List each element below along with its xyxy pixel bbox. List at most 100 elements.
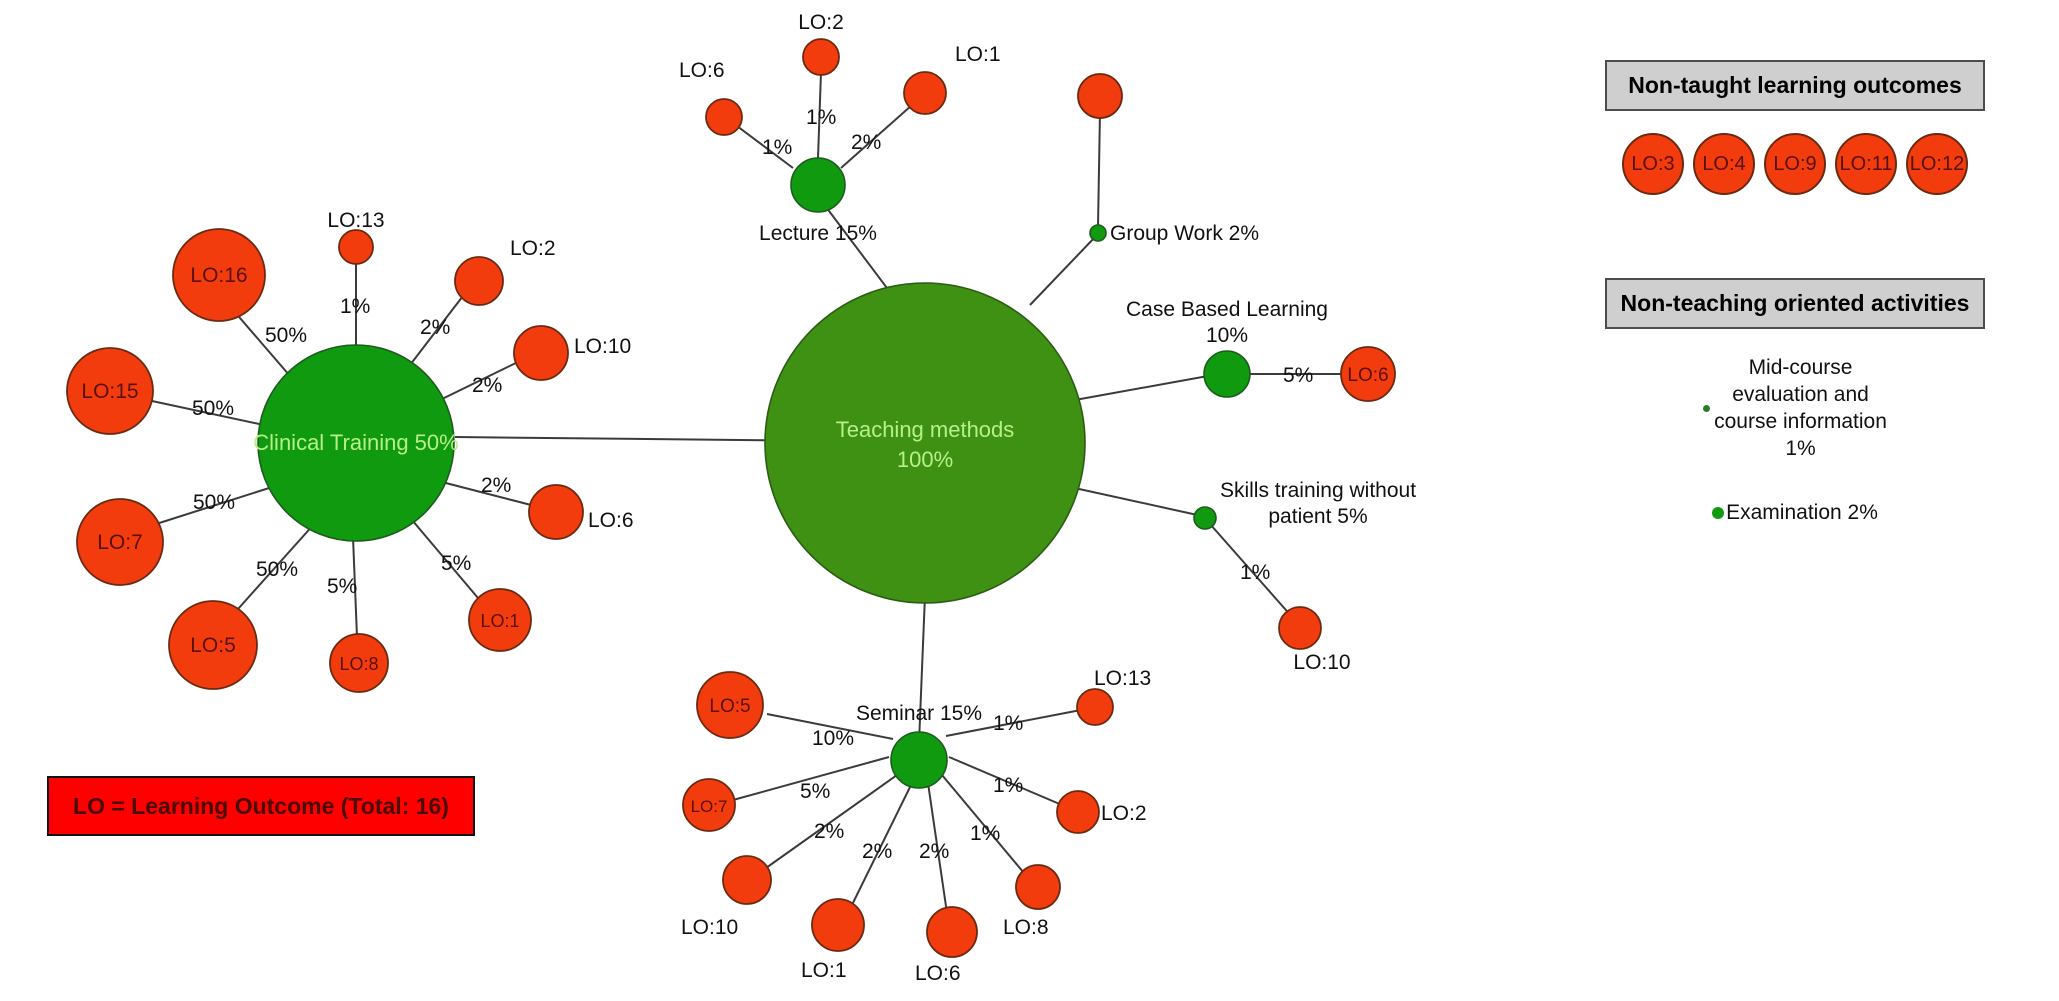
lo-node-seminar-lo5-label: LO:5 <box>709 696 750 717</box>
edge-label-seminar-lo5: 10% <box>812 727 854 750</box>
node-seminar[interactable] <box>890 731 948 789</box>
lo-node-clinical-lo6[interactable] <box>528 484 584 540</box>
lo-node-clinical-lo10[interactable] <box>513 325 569 381</box>
edge-label-clinical-lo10: 2% <box>472 374 502 397</box>
lo-node-seminar-lo10-label: LO:10 <box>681 916 738 939</box>
edge-label-seminar-lo6: 2% <box>919 840 949 863</box>
lo-node-clinical-lo2[interactable] <box>454 256 504 306</box>
lo-node-seminar-lo10[interactable] <box>722 855 772 905</box>
lo-node-seminar-lo13[interactable] <box>1076 688 1114 726</box>
activity-midcourse-evaluation[interactable]: Mid-course evaluation and course informa… <box>1605 355 1985 463</box>
edge-label-clinical-lo5: 50% <box>256 558 298 581</box>
edge-label-cbl-lo6: 5% <box>1283 364 1313 387</box>
activity-midcourse-line4: 1% <box>1785 436 1816 460</box>
edge-root-seminar <box>918 594 926 744</box>
edge-label-skills-lo10: 1% <box>1240 561 1270 584</box>
lo-node-seminar-lo5[interactable]: LO:5 <box>696 671 764 739</box>
edge-clinical-lo8 <box>352 536 358 638</box>
non-taught-chip-lo4[interactable]: LO:4 <box>1693 133 1755 195</box>
lo-node-seminar-lo2[interactable] <box>1056 790 1100 834</box>
lo-node-skills-lo10-label: LO:10 <box>1293 651 1350 674</box>
activity-examination[interactable]: Examination 2% <box>1605 501 1985 525</box>
node-skills-line2: patient 5% <box>1268 505 1367 528</box>
edge-root-skills <box>1069 486 1203 517</box>
lo-node-seminar-lo8[interactable] <box>1015 864 1061 910</box>
edge-seminar-lo6 <box>927 782 949 921</box>
lo-node-clinical-lo1[interactable]: LO:1 <box>468 588 532 652</box>
lo-node-clinical-lo7[interactable]: LO:7 <box>76 498 164 586</box>
lo-node-lecture-lo1-label: LO:1 <box>955 43 1001 66</box>
edge-label-seminar-lo1: 2% <box>862 840 892 863</box>
edges-layer <box>151 71 1341 921</box>
edge-skills-lo10 <box>1209 523 1294 619</box>
edge-clinical-lo2 <box>409 291 467 366</box>
edge-seminar-lo7 <box>732 756 890 801</box>
lo-node-clinical-lo16-label: LO:16 <box>190 264 247 287</box>
edge-root-cbl <box>1074 373 1220 401</box>
edge-label-lecture-lo6: 1% <box>762 136 792 159</box>
lo-node-clinical-lo5[interactable]: LO:5 <box>168 600 258 690</box>
edge-seminar-lo13 <box>945 708 1087 737</box>
lo-node-seminar-lo1[interactable] <box>811 898 865 952</box>
lo-node-lecture-lo6-label: LO:6 <box>679 59 725 82</box>
lo-node-lecture-lo2-label: LO:2 <box>798 11 844 34</box>
node-clinical-training[interactable]: Clinical Training 50% <box>253 344 459 542</box>
edge-label-clinical-lo2: 2% <box>420 316 450 339</box>
edge-clinical-lo1 <box>411 519 479 599</box>
edge-clinical-lo6 <box>437 480 536 507</box>
node-skills-line1: Skills training without <box>1220 479 1416 502</box>
lo-node-clinical-lo13[interactable] <box>338 229 374 265</box>
node-teaching-methods[interactable]: Teaching methods 100% <box>764 282 1086 604</box>
node-case-based-learning[interactable] <box>1203 350 1251 398</box>
lo-node-clinical-lo2-label: LO:2 <box>510 237 556 260</box>
lo-node-lecture-lo6[interactable] <box>705 98 743 136</box>
edge-root-lecture <box>822 202 891 293</box>
lo-node-groupwork-lo14[interactable] <box>1077 73 1123 119</box>
lo-node-lecture-lo2[interactable] <box>802 38 840 76</box>
lo-node-lecture-lo1[interactable] <box>903 71 947 115</box>
lo-node-seminar-lo7-label: LO:7 <box>691 797 728 816</box>
non-taught-chip-lo9[interactable]: LO:9 <box>1764 133 1826 195</box>
lo-node-clinical-lo16[interactable]: LO:16 <box>172 228 266 322</box>
non-taught-chip-lo12[interactable]: LO:12 <box>1906 133 1968 195</box>
node-skills-training[interactable] <box>1193 506 1217 530</box>
lo-node-clinical-lo5-label: LO:5 <box>190 634 236 657</box>
non-taught-chip-lo3[interactable]: LO:3 <box>1622 133 1684 195</box>
legend-learning-outcome-text: LO = Learning Outcome (Total: 16) <box>73 792 449 819</box>
lo-node-seminar-lo7[interactable]: LO:7 <box>682 778 736 832</box>
panel-non-teaching-title: Non-teaching oriented activities <box>1605 278 1985 329</box>
lo-node-clinical-lo8[interactable]: LO:8 <box>329 633 389 693</box>
edge-clinical-lo5 <box>229 522 316 619</box>
panel-non-taught-learning-outcomes: Non-taught learning outcomes LO:3 LO:4 L… <box>1605 60 1985 195</box>
lo-node-clinical-lo8-label: LO:8 <box>339 654 378 674</box>
node-seminar-label: Seminar 15% <box>856 702 982 725</box>
lo-node-clinical-lo13-label: LO:13 <box>327 209 384 232</box>
edge-label-seminar-lo10: 2% <box>814 820 844 843</box>
node-teaching-methods-line2: 100% <box>897 447 953 472</box>
examination-dot-icon <box>1712 506 1725 519</box>
lo-node-seminar-lo2-label: LO:2 <box>1101 802 1147 825</box>
node-group-work[interactable] <box>1089 224 1107 242</box>
panel-non-teaching-oriented-activities: Non-teaching oriented activities Mid-cou… <box>1605 278 1985 525</box>
non-taught-chip-lo11[interactable]: LO:11 <box>1835 133 1897 195</box>
activity-midcourse-line3: course information <box>1714 409 1887 433</box>
node-lecture[interactable] <box>790 157 846 213</box>
edge-lecture-lo2 <box>817 71 822 159</box>
edge-label-lecture-lo1: 2% <box>851 131 881 154</box>
lo-node-clinical-lo10-label: LO:10 <box>574 335 631 358</box>
edge-label-clinical-lo15: 50% <box>192 397 234 420</box>
lo-node-clinical-lo15[interactable]: LO:15 <box>66 347 154 435</box>
lo-node-seminar-lo1-label: LO:1 <box>801 959 847 982</box>
edge-label-clinical-lo8: 5% <box>327 575 357 598</box>
edge-label-seminar-lo7: 5% <box>800 780 830 803</box>
lo-node-skills-lo10[interactable] <box>1278 606 1322 650</box>
lo-node-seminar-lo6-label: LO:6 <box>915 962 961 985</box>
edge-groupwork-lo14 <box>1097 110 1101 228</box>
edge-root-groupwork <box>1029 234 1098 306</box>
lo-node-cbl-lo6[interactable]: LO:6 <box>1340 346 1396 402</box>
edge-label-seminar-lo13: 1% <box>993 712 1023 735</box>
lo-node-seminar-lo6[interactable] <box>926 906 978 958</box>
edge-seminar-lo10 <box>765 774 898 869</box>
